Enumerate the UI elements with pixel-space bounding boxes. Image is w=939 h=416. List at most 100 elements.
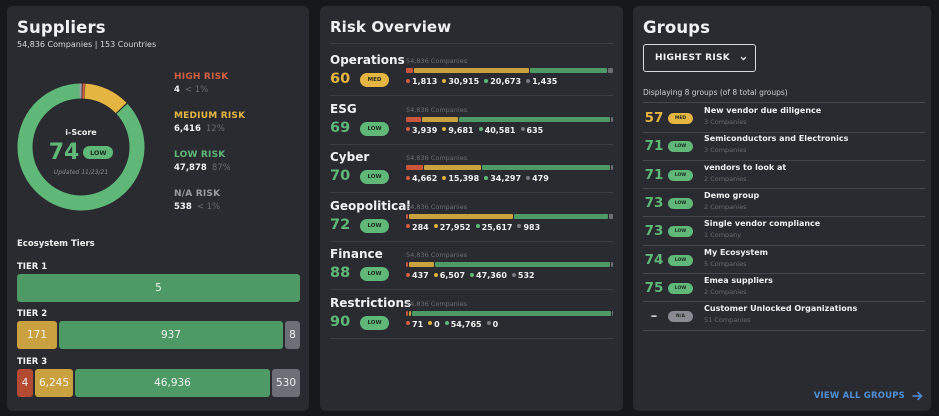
iscore-value: 74 <box>48 140 80 165</box>
group-company-count: 2 Companies <box>704 287 747 296</box>
group-row[interactable]: – N/A Customer Unlocked Organizations 51 Co… <box>633 302 931 330</box>
groups-count-text: Displaying 8 groups (of 8 total groups) <box>643 88 788 97</box>
legend-low-risk[interactable]: LOW RISK 47,878 87% <box>174 150 231 173</box>
risk-distribution-bar[interactable] <box>406 165 613 170</box>
risk-category-name: Geopolitical <box>330 198 411 213</box>
bar-segment <box>406 310 409 316</box>
risk-row-cyber[interactable]: Cyber 70 LOW 54,836 Companies 4,662 15,398 34,… <box>320 150 623 198</box>
legend-pct: < 1% <box>196 202 221 212</box>
legend-high-risk[interactable]: HIGH RISK 4 < 1% <box>174 72 228 95</box>
risk-row-finance[interactable]: Finance 88 LOW 54,836 Companies 437 6,507 47,3… <box>320 247 623 295</box>
bar-segment <box>409 213 513 219</box>
bar-segment <box>458 116 610 122</box>
risk-counts: 3,939 9,681 40,581 635 <box>406 126 548 135</box>
iscore-donut-chart[interactable] <box>16 82 146 212</box>
legend-medium-risk[interactable]: MEDIUM RISK 6,416 12% <box>174 111 245 134</box>
group-row[interactable]: 57 MED New vendor due diligence 3 Companies <box>633 104 931 132</box>
risk-score: 72 <box>330 216 351 233</box>
divider <box>330 43 613 44</box>
group-company-count: 1 Company <box>704 231 742 240</box>
count-value: 635 <box>526 125 544 135</box>
tier-3-segment-low[interactable]: 46,936 <box>75 369 270 397</box>
risk-row-geopolitical[interactable]: Geopolitical 72 LOW 54,836 Companies 284 27,9… <box>320 199 623 247</box>
legend-pct: 12% <box>205 124 225 134</box>
risk-category-name: Cyber <box>330 150 370 164</box>
tier-3-segment-na[interactable]: 530 <box>272 369 300 397</box>
legend-dot-icon <box>442 127 447 131</box>
tier-2-segment-medium[interactable]: 171 <box>17 321 57 349</box>
bar-segment <box>409 262 434 267</box>
group-risk-badge: LOW <box>668 254 693 266</box>
sort-dropdown[interactable]: HIGHEST RISK <box>643 44 756 72</box>
group-score: 74 <box>644 251 664 268</box>
group-company-count: 3 Companies <box>704 118 747 126</box>
legend-dot-icon <box>517 224 522 228</box>
risk-distribution-bar[interactable] <box>406 262 614 267</box>
count-value: 25,617 <box>481 222 513 232</box>
risk-distribution-bar[interactable] <box>406 213 613 219</box>
count-value: 9,681 <box>448 125 474 135</box>
group-company-count: 2 Companies <box>704 174 747 183</box>
group-name: Emea suppliers <box>704 275 773 285</box>
tier-1-segment-low[interactable]: 5 <box>17 274 300 302</box>
risk-distribution-bar[interactable] <box>406 68 613 73</box>
companies-count: 54,836 Companies <box>406 105 468 114</box>
suppliers-title: Suppliers <box>17 18 106 37</box>
risk-score: 88 <box>330 265 351 281</box>
risk-level-badge: LOW <box>360 121 389 136</box>
group-row[interactable]: 71 LOW vendors to look at 2 Companies <box>633 161 931 189</box>
count-value: 34,297 <box>490 174 522 183</box>
tier-3-segment-high[interactable]: 4 <box>17 369 33 397</box>
group-risk-badge: LOW <box>668 197 693 209</box>
risk-row-operations[interactable]: Operations 60 MED 54,836 Companies 1,813 30,9… <box>320 53 623 101</box>
risk-distribution-bar[interactable] <box>406 116 614 122</box>
tier-3-bar: 4 6,245 46,936 530 <box>17 369 300 397</box>
risk-category-name: Operations <box>330 53 405 67</box>
group-name: Semiconductors and Electronics <box>704 134 849 144</box>
groups-title: Groups <box>643 18 710 37</box>
risk-level-badge: LOW <box>360 170 389 184</box>
view-all-groups-link[interactable]: VIEW ALL GROUPS <box>814 391 923 401</box>
risk-row-esg[interactable]: ESG 69 LOW 54,836 Companies 3,939 9,681 40,581… <box>320 102 623 150</box>
legend-value: 6,416 <box>174 124 201 134</box>
divider <box>643 102 925 103</box>
count-value: 54,765 <box>450 319 482 329</box>
bar-segment <box>413 68 529 73</box>
tier-1-bar: 5 <box>17 274 300 302</box>
tier-3-label: TIER 3 <box>17 357 48 367</box>
risk-distribution-bar[interactable] <box>406 310 613 316</box>
group-row[interactable]: 73 LOW Demo group 2 Companies <box>633 189 931 217</box>
legend-label: MEDIUM RISK <box>174 111 246 121</box>
legend-na-risk[interactable]: N/A RISK 538 < 1% <box>174 189 220 212</box>
groups-panel: Groups HIGHEST RISK Displaying 8 groups … <box>633 6 931 411</box>
legend-dot-icon <box>475 224 480 228</box>
legend-dot-icon <box>484 78 489 83</box>
group-score: – <box>650 308 658 325</box>
tier-3-segment-medium[interactable]: 6,245 <box>35 369 73 397</box>
group-score: 73 <box>644 194 664 211</box>
group-row[interactable]: 74 LOW My Ecosystem 5 Companies <box>633 246 931 274</box>
iscore-updated: Updated 11/23/21 <box>53 169 109 176</box>
group-row[interactable]: 71 LOW Semiconductors and Electronics 3 Com… <box>633 132 931 160</box>
count-value: 30,915 <box>448 77 480 86</box>
risk-row-restrictions[interactable]: Restrictions 90 LOW 54,836 Companies 71 0 54,7… <box>320 296 623 344</box>
group-company-count: 5 Companies <box>704 259 747 268</box>
tier-2-segment-low[interactable]: 937 <box>59 321 283 349</box>
group-row[interactable]: 75 LOW Emea suppliers 2 Companies <box>633 274 931 302</box>
group-row[interactable]: 73 LOW Single vendor compliance 1 Company <box>633 217 931 245</box>
legend-dot-icon <box>511 272 516 277</box>
companies-count: 54,836 Companies <box>406 202 468 211</box>
legend-dot-icon <box>406 272 410 277</box>
tier-2-segment-na[interactable]: 8 <box>285 321 300 349</box>
bar-segment <box>609 213 613 219</box>
risk-counts: 4,662 15,398 34,297 479 <box>406 174 554 183</box>
group-score: 71 <box>644 138 664 155</box>
divider <box>330 192 613 193</box>
divider <box>643 216 925 218</box>
divider <box>643 273 925 274</box>
bar-segment <box>421 116 458 122</box>
risk-counts: 1,813 30,915 20,673 1,435 <box>406 77 562 86</box>
iscore-center: i-Score 74 LOW Updated 11/23/21 <box>16 82 146 212</box>
companies-count: 54,836 Companies <box>406 251 468 259</box>
group-risk-badge: MED <box>668 113 693 124</box>
